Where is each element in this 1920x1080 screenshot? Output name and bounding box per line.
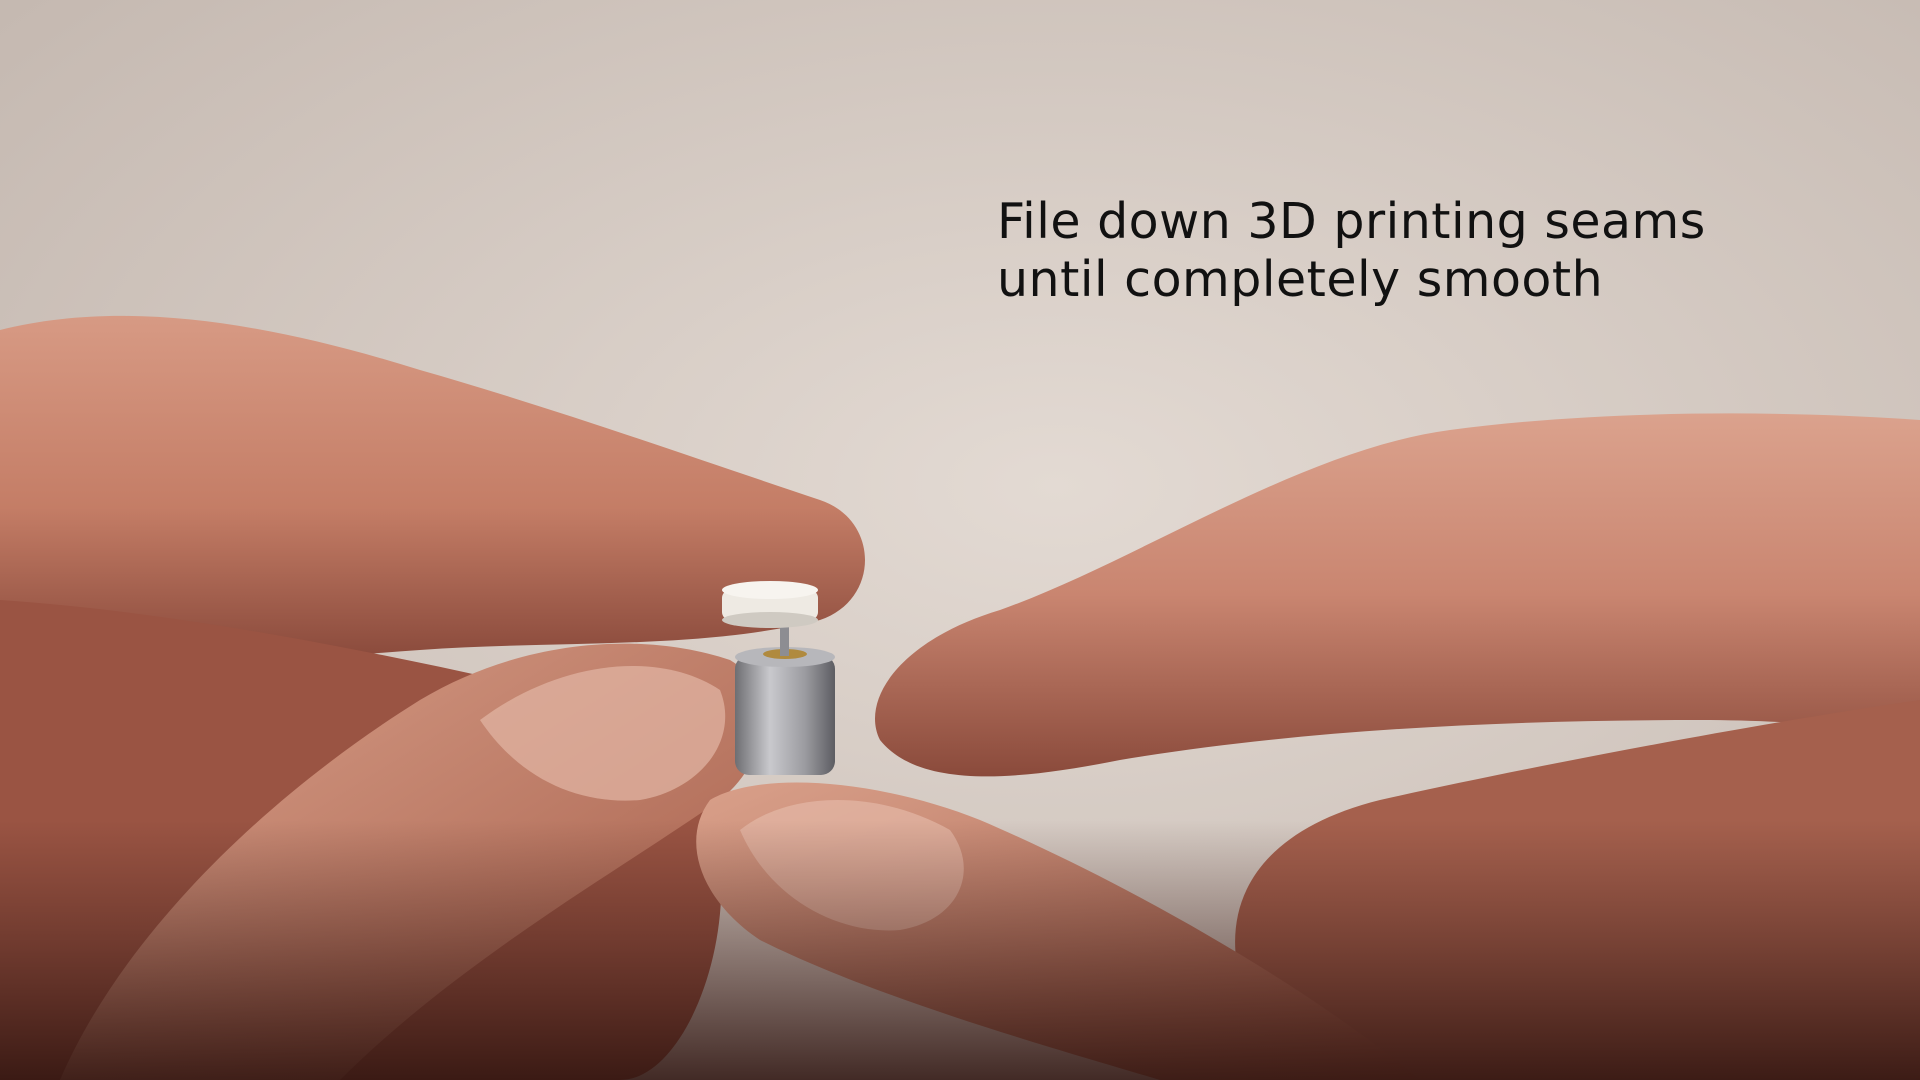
caption-line-2: until completely smooth: [997, 251, 1604, 308]
motor: [735, 620, 835, 775]
caption-text: File down 3D printing seams until comple…: [997, 193, 1877, 309]
printed-part: [722, 581, 818, 628]
motor-shaft: [780, 620, 789, 656]
left-thumbnail: [480, 666, 726, 801]
caption-line-1: File down 3D printing seams: [997, 193, 1706, 250]
right-index-finger: [875, 413, 1920, 777]
bottom-shadow: [0, 820, 1920, 1080]
motor-can: [735, 655, 835, 775]
left-index-finger: [0, 315, 865, 700]
